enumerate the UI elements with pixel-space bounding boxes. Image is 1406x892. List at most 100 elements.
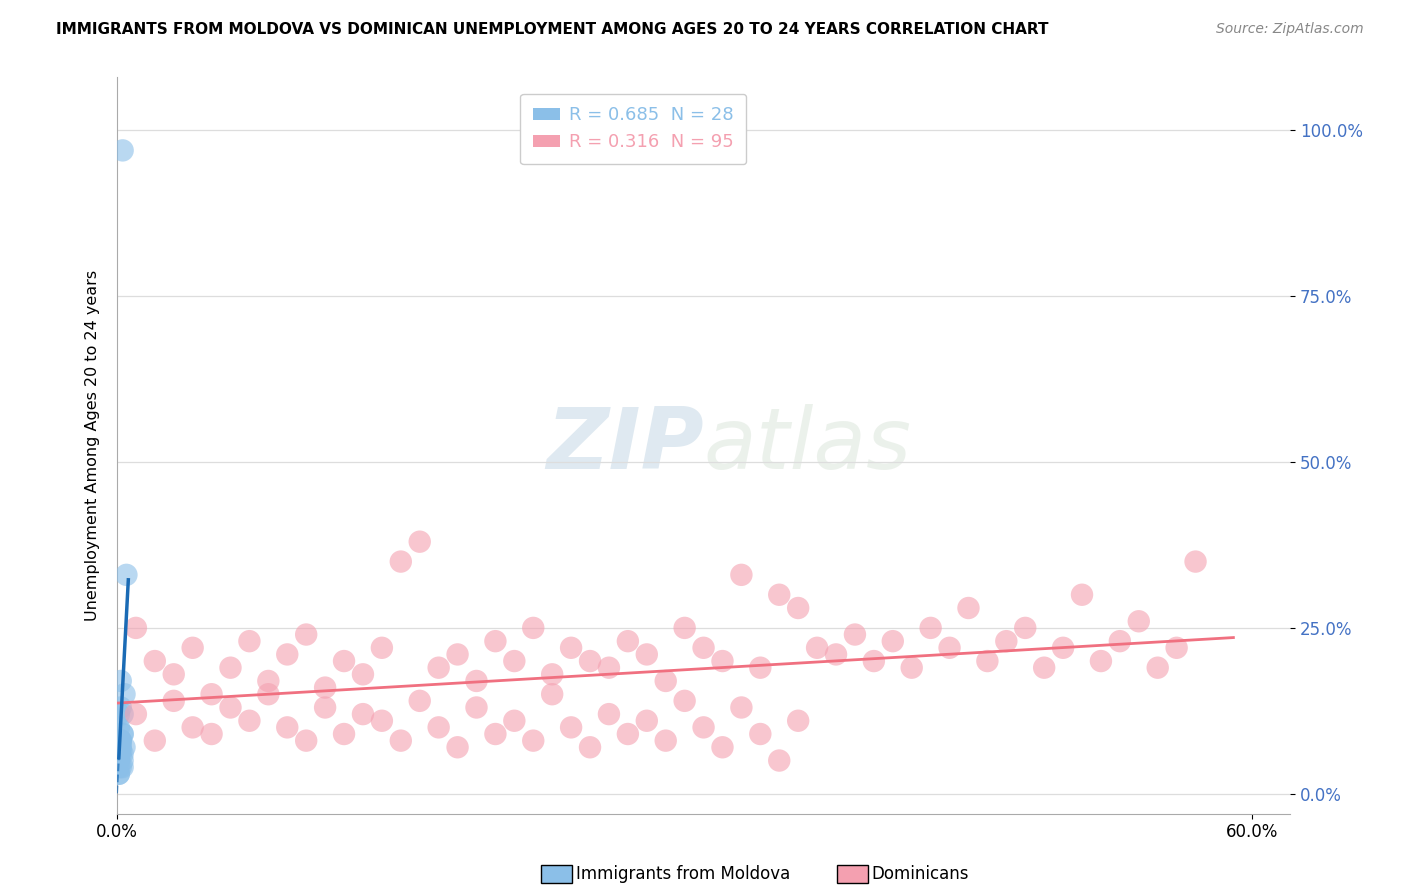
Point bbox=[692, 720, 714, 734]
Point bbox=[673, 694, 696, 708]
Point bbox=[1090, 654, 1112, 668]
Point bbox=[900, 661, 922, 675]
Point bbox=[654, 673, 676, 688]
Point bbox=[352, 667, 374, 681]
Point bbox=[389, 555, 412, 569]
Point bbox=[787, 714, 810, 728]
Point bbox=[114, 687, 136, 701]
Point bbox=[598, 707, 620, 722]
Point bbox=[863, 654, 886, 668]
Point bbox=[1052, 640, 1074, 655]
Point bbox=[1071, 588, 1094, 602]
Point bbox=[711, 654, 734, 668]
Point bbox=[1184, 555, 1206, 569]
Legend: R = 0.685  N = 28, R = 0.316  N = 95: R = 0.685 N = 28, R = 0.316 N = 95 bbox=[520, 94, 747, 164]
Text: Source: ZipAtlas.com: Source: ZipAtlas.com bbox=[1216, 22, 1364, 37]
Point bbox=[257, 673, 280, 688]
Point bbox=[768, 754, 790, 768]
Point bbox=[976, 654, 998, 668]
Point bbox=[522, 621, 544, 635]
Point bbox=[465, 673, 488, 688]
Point bbox=[371, 640, 394, 655]
Point bbox=[238, 634, 260, 648]
Point bbox=[427, 661, 450, 675]
Point bbox=[111, 144, 134, 158]
Point bbox=[560, 640, 582, 655]
Point bbox=[295, 733, 318, 747]
Point bbox=[673, 621, 696, 635]
Point bbox=[1108, 634, 1130, 648]
Point bbox=[768, 588, 790, 602]
Point bbox=[200, 687, 222, 701]
Point bbox=[110, 733, 132, 747]
Point bbox=[938, 640, 960, 655]
Point bbox=[108, 720, 131, 734]
Point bbox=[1128, 614, 1150, 628]
Point bbox=[111, 747, 134, 761]
Point bbox=[110, 700, 132, 714]
Point bbox=[108, 766, 131, 780]
Point bbox=[1146, 661, 1168, 675]
Point bbox=[465, 700, 488, 714]
Point bbox=[111, 754, 134, 768]
Point bbox=[503, 654, 526, 668]
Point bbox=[1014, 621, 1036, 635]
Point bbox=[503, 714, 526, 728]
Point bbox=[125, 621, 148, 635]
Point bbox=[111, 707, 134, 722]
Point bbox=[238, 714, 260, 728]
Point bbox=[108, 754, 131, 768]
Point bbox=[957, 601, 980, 615]
Point bbox=[314, 681, 336, 695]
Point bbox=[276, 648, 298, 662]
Point bbox=[749, 661, 772, 675]
Point bbox=[371, 714, 394, 728]
Point bbox=[920, 621, 942, 635]
Point bbox=[219, 661, 242, 675]
Y-axis label: Unemployment Among Ages 20 to 24 years: Unemployment Among Ages 20 to 24 years bbox=[86, 270, 100, 621]
Point bbox=[352, 707, 374, 722]
Point bbox=[484, 727, 506, 741]
Point bbox=[108, 747, 131, 761]
Point bbox=[409, 534, 432, 549]
Point bbox=[108, 707, 131, 722]
Point bbox=[446, 740, 468, 755]
Point bbox=[522, 733, 544, 747]
Point bbox=[257, 687, 280, 701]
Point bbox=[219, 700, 242, 714]
Point bbox=[115, 567, 138, 582]
Point bbox=[110, 760, 132, 774]
Point bbox=[825, 648, 848, 662]
Point bbox=[110, 733, 132, 747]
Point bbox=[636, 714, 658, 728]
Text: ZIP: ZIP bbox=[546, 404, 703, 487]
Point bbox=[654, 733, 676, 747]
Point bbox=[108, 766, 131, 780]
Point bbox=[333, 654, 356, 668]
Point bbox=[995, 634, 1018, 648]
Point bbox=[108, 760, 131, 774]
Point bbox=[143, 654, 166, 668]
Point bbox=[484, 634, 506, 648]
Point bbox=[1033, 661, 1056, 675]
Point bbox=[579, 740, 602, 755]
Point bbox=[125, 707, 148, 722]
Point bbox=[806, 640, 828, 655]
Point bbox=[114, 740, 136, 755]
Point bbox=[1166, 640, 1188, 655]
Point bbox=[560, 720, 582, 734]
Point bbox=[617, 634, 640, 648]
Point bbox=[730, 700, 752, 714]
Point bbox=[617, 727, 640, 741]
Point bbox=[636, 648, 658, 662]
Point bbox=[730, 567, 752, 582]
Point bbox=[314, 700, 336, 714]
Point bbox=[110, 747, 132, 761]
Point bbox=[598, 661, 620, 675]
Text: IMMIGRANTS FROM MOLDOVA VS DOMINICAN UNEMPLOYMENT AMONG AGES 20 TO 24 YEARS CORR: IMMIGRANTS FROM MOLDOVA VS DOMINICAN UNE… bbox=[56, 22, 1049, 37]
Point bbox=[181, 720, 204, 734]
Point bbox=[111, 727, 134, 741]
Point bbox=[409, 694, 432, 708]
Point bbox=[882, 634, 904, 648]
Point bbox=[111, 727, 134, 741]
